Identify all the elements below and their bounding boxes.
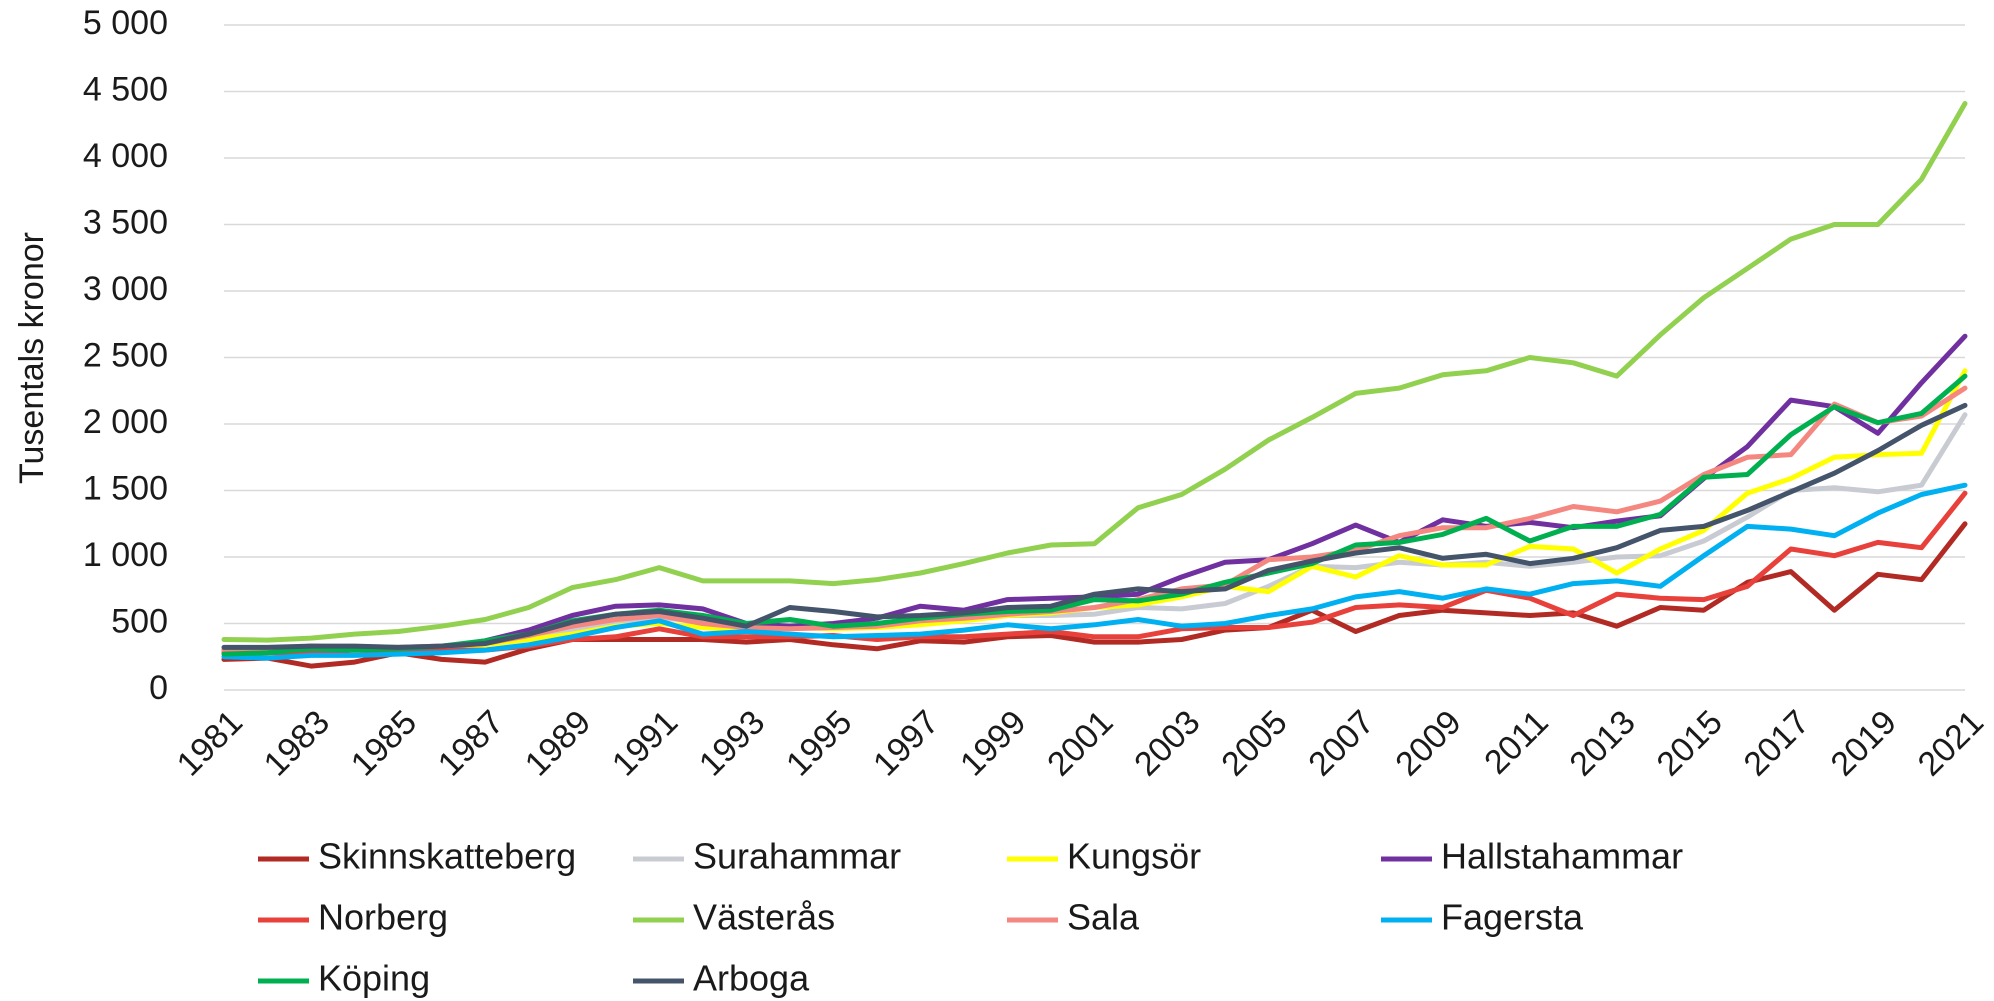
x-tick-label: 2021	[1911, 703, 1991, 783]
legend-label: Skinnskatteberg	[318, 836, 576, 877]
y-tick-label: 2 000	[83, 403, 168, 441]
y-tick-label: 2 500	[83, 336, 168, 374]
y-axis-label: Tusentals kronor	[13, 232, 51, 484]
x-tick-label: 2001	[1040, 703, 1120, 783]
series-line	[221, 333, 1968, 653]
y-tick-label: 5 000	[83, 4, 168, 42]
x-tick-label: 1993	[692, 703, 772, 783]
legend-label: Surahammar	[693, 836, 901, 877]
x-tick-label: 1981	[170, 703, 250, 783]
x-tick-label: 1991	[605, 703, 685, 783]
x-tick-label: 2003	[1127, 703, 1207, 783]
y-tick-label: 3 500	[83, 203, 168, 241]
legend-label: Hallstahammar	[1441, 836, 1683, 877]
y-tick-label: 4 500	[83, 70, 168, 108]
y-tick-label: 1 000	[83, 536, 168, 574]
x-tick-label: 1995	[779, 703, 859, 783]
x-tick-label: 2011	[1477, 703, 1556, 782]
x-tick-label: 1987	[431, 703, 511, 783]
series-line	[221, 402, 1968, 650]
legend-label: Kungsör	[1067, 836, 1201, 877]
series-line	[221, 521, 1968, 669]
y-tick-label: 3 000	[83, 270, 168, 308]
x-tick-label: 1997	[866, 703, 946, 783]
x-tick-label: 1985	[344, 703, 424, 783]
y-tick-label: 1 500	[83, 469, 168, 507]
x-tick-label: 2015	[1650, 703, 1730, 783]
legend-label: Fagersta	[1441, 897, 1584, 938]
x-tick-label: 1989	[518, 703, 598, 783]
legend-label: Västerås	[693, 897, 835, 938]
x-tick-label: 2009	[1388, 703, 1468, 783]
y-tick-label: 0	[149, 669, 168, 707]
x-tick-label: 2017	[1737, 703, 1817, 783]
x-tick-label: 1999	[953, 703, 1033, 783]
x-tick-label: 2007	[1301, 703, 1381, 783]
legend-label: Köping	[318, 958, 430, 999]
legend-label: Norberg	[318, 897, 448, 938]
x-tick-label: 2013	[1562, 703, 1642, 783]
x-tick-label: 2005	[1214, 703, 1294, 783]
legend-label: Arboga	[693, 958, 810, 999]
series-line	[221, 101, 1968, 643]
series-line	[221, 482, 1968, 661]
x-tick-label: 1983	[257, 703, 337, 783]
series-line	[221, 490, 1968, 656]
y-tick-label: 4 000	[83, 137, 168, 175]
legend-label: Sala	[1067, 897, 1140, 938]
y-tick-label: 500	[111, 602, 168, 640]
x-tick-label: 2019	[1824, 703, 1904, 783]
